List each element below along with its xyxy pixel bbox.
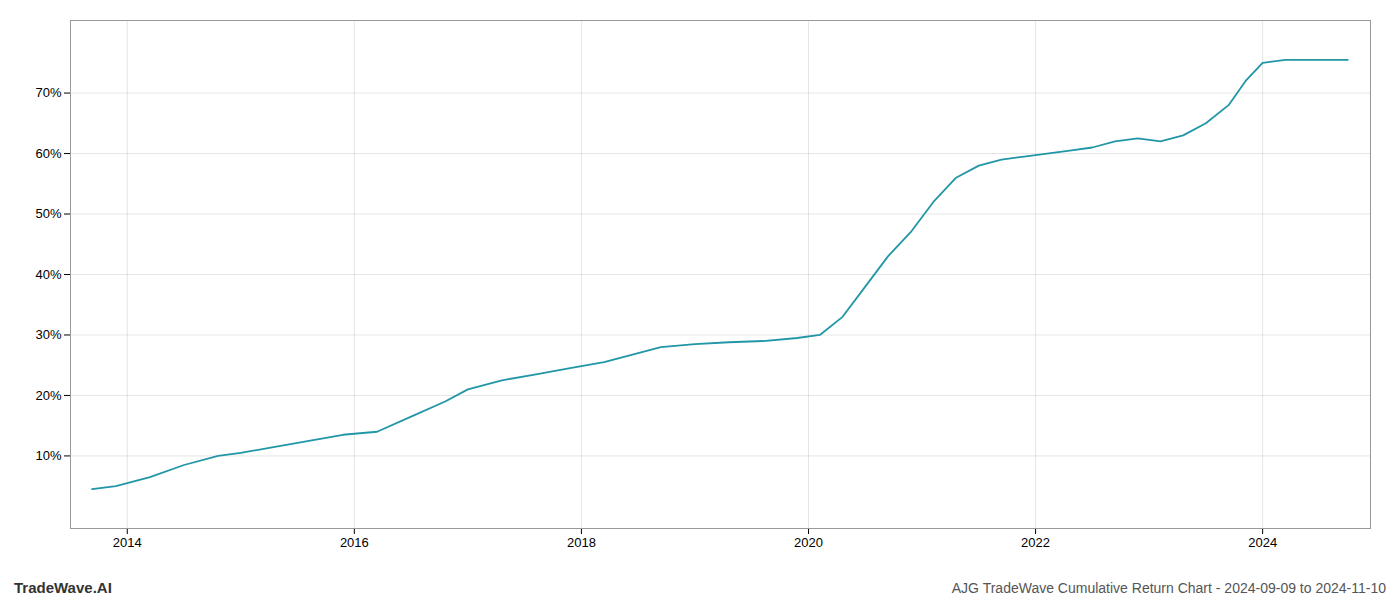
html-text:AJG TradeWave Cumulative Retur: AJG TradeWave Cumulative Return Chart - … <box>951 580 1386 596</box>
svg-text:50%: 50% <box>35 206 61 221</box>
svg-text:70%: 70% <box>35 85 61 100</box>
svg-text:2016: 2016 <box>340 535 369 550</box>
svg-text:60%: 60% <box>35 146 61 161</box>
svg-text:2024: 2024 <box>1248 535 1277 550</box>
svg-text:2018: 2018 <box>567 535 596 550</box>
svg-text:2020: 2020 <box>794 535 823 550</box>
svg-text:20%: 20% <box>35 388 61 403</box>
svg-text:2022: 2022 <box>1021 535 1050 550</box>
html-text:TradeWave.AI: TradeWave.AI <box>14 579 112 596</box>
svg-text:40%: 40% <box>35 267 61 282</box>
svg-text:10%: 10% <box>35 448 61 463</box>
svg-text:2014: 2014 <box>113 535 142 550</box>
svg-text:30%: 30% <box>35 327 61 342</box>
